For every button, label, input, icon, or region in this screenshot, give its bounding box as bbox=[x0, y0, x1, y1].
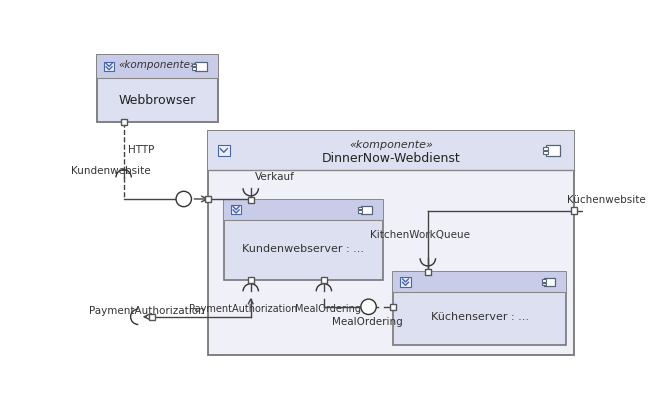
Bar bbox=[545, 145, 560, 156]
Bar bbox=[390, 304, 396, 310]
Bar bbox=[209, 131, 574, 170]
Text: Webbrowser: Webbrowser bbox=[118, 94, 196, 107]
Bar bbox=[104, 62, 114, 71]
Circle shape bbox=[361, 299, 376, 315]
Text: MealOrdering: MealOrdering bbox=[294, 304, 361, 315]
Bar bbox=[321, 277, 327, 283]
Bar bbox=[358, 207, 362, 209]
Text: Verkauf: Verkauf bbox=[255, 172, 294, 182]
Text: «komponente»: «komponente» bbox=[349, 140, 433, 150]
Bar bbox=[192, 63, 196, 66]
Text: KitchenWorkQueue: KitchenWorkQueue bbox=[370, 230, 470, 240]
Bar bbox=[361, 206, 372, 214]
Bar bbox=[209, 131, 574, 354]
Text: Küchenwebsite: Küchenwebsite bbox=[567, 195, 646, 205]
Bar bbox=[231, 205, 241, 214]
Bar bbox=[544, 278, 555, 287]
Text: DinnerNow-Webdienst: DinnerNow-Webdienst bbox=[322, 153, 461, 166]
Bar bbox=[97, 55, 218, 78]
Text: Kundenwebserver : ...: Kundenwebserver : ... bbox=[242, 245, 365, 254]
Bar bbox=[424, 269, 431, 275]
Bar bbox=[205, 196, 211, 202]
Bar bbox=[571, 208, 577, 214]
Bar bbox=[97, 55, 218, 122]
Bar bbox=[543, 147, 547, 150]
Text: Kundenwebsite: Kundenwebsite bbox=[72, 166, 151, 175]
Text: PaymentAuthorization: PaymentAuthorization bbox=[89, 306, 205, 316]
Bar bbox=[541, 279, 545, 282]
Bar bbox=[393, 272, 566, 292]
Bar bbox=[224, 200, 384, 280]
Bar bbox=[224, 200, 384, 220]
Text: MealOrdering: MealOrdering bbox=[332, 317, 402, 327]
Text: Küchenserver : ...: Küchenserver : ... bbox=[431, 313, 529, 322]
Text: «komponente»: «komponente» bbox=[118, 60, 196, 70]
Text: HTTP: HTTP bbox=[128, 145, 155, 155]
Bar bbox=[149, 314, 155, 320]
Bar bbox=[192, 67, 196, 70]
Bar bbox=[195, 62, 207, 71]
Bar bbox=[400, 278, 411, 287]
Circle shape bbox=[176, 191, 192, 207]
Bar bbox=[358, 210, 362, 212]
Bar bbox=[121, 119, 127, 125]
Bar bbox=[543, 151, 547, 154]
Bar bbox=[393, 272, 566, 345]
Bar bbox=[248, 277, 254, 283]
Bar bbox=[218, 145, 230, 156]
Text: PaymentAuthorization: PaymentAuthorization bbox=[189, 304, 297, 315]
Circle shape bbox=[588, 203, 603, 218]
Bar bbox=[541, 282, 545, 285]
Bar bbox=[248, 197, 254, 203]
